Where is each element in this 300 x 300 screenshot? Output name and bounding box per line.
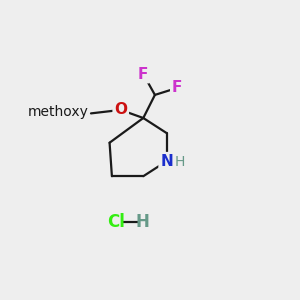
Text: F: F <box>172 80 182 95</box>
Text: H: H <box>135 213 149 231</box>
Text: H: H <box>175 155 185 170</box>
Text: Cl: Cl <box>108 213 125 231</box>
Text: methoxy: methoxy <box>28 105 89 119</box>
Text: N: N <box>160 154 173 169</box>
Text: O: O <box>114 102 127 117</box>
Text: F: F <box>138 67 148 82</box>
